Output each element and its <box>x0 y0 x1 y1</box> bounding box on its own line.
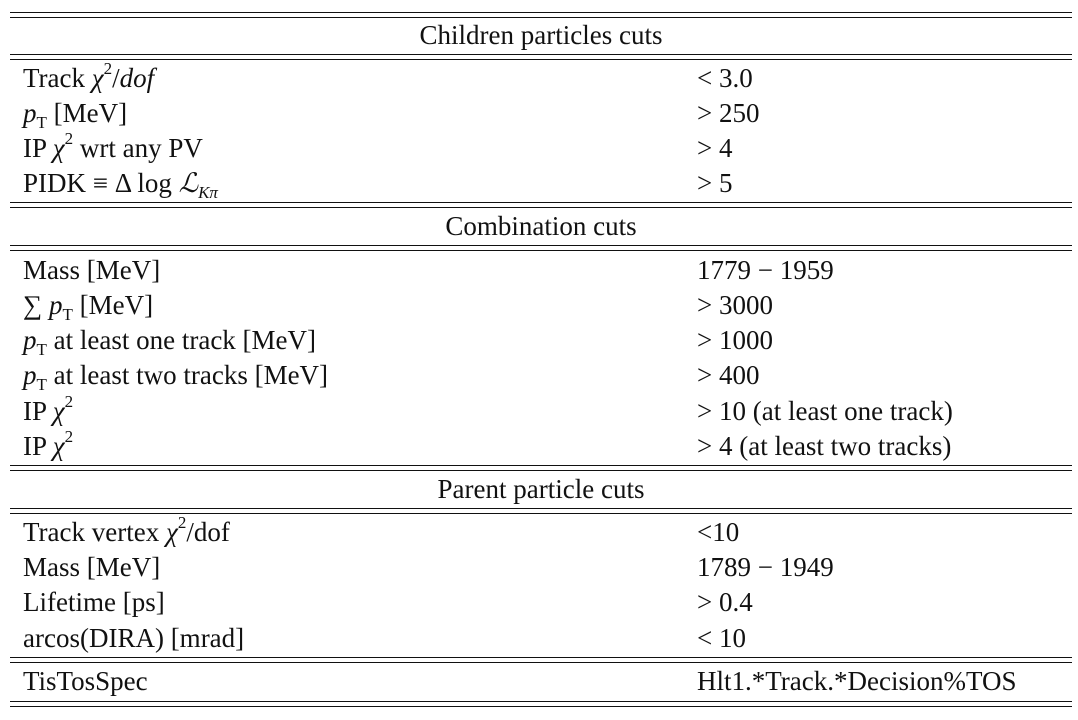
cell-tistosspec: TisTosSpec <box>23 666 148 696</box>
value-dira: < 10 <box>697 623 746 653</box>
cell-pt: pT [MeV] <box>23 98 128 132</box>
value-pidk: > 5 <box>697 168 733 198</box>
value-ip-chi2-pv: > 4 <box>697 133 733 163</box>
cell-dira: arcos(DIRA) [mrad] <box>23 623 245 653</box>
rule-s4-a <box>10 657 1072 658</box>
rule-s2-top-a <box>10 202 1072 203</box>
cell-ip-chi2-two: IP χ2 <box>23 427 74 461</box>
value-lifetime: > 0.4 <box>697 587 753 617</box>
value-mass-comb: 1779 − 1959 <box>697 255 834 285</box>
cell-vertex-chi2: Track vertex χ2/dof <box>23 513 230 547</box>
cell-pt-one-track: pT at least one track [MeV] <box>23 325 317 359</box>
cell-pt-two-tracks: pT at least two tracks [MeV] <box>23 360 329 394</box>
cell-mass-comb: Mass [MeV] <box>23 255 161 285</box>
top-rule-2 <box>10 17 1072 18</box>
value-ip-chi2-two: > 4 (at least two tracks) <box>697 431 952 461</box>
cell-ip-chi2-one: IP χ2 <box>23 392 74 426</box>
value-track-chi2-dof: < 3.0 <box>697 63 753 93</box>
value-ip-chi2-one: > 10 (at least one track) <box>697 396 953 426</box>
section-header-parent: Parent particle cuts <box>437 474 645 504</box>
cell-ip-chi2-pv: IP χ2 wrt any PV <box>23 129 203 163</box>
rule-s3-top-a <box>10 465 1072 466</box>
rule-s3-b <box>10 513 1072 514</box>
cell-pidk: PIDK ≡ Δ log ℒKπ <box>23 168 218 202</box>
value-pt: > 250 <box>697 98 760 128</box>
rule-s4-b <box>10 662 1072 663</box>
cell-sum-pt: ∑ pT [MeV] <box>23 290 154 324</box>
bottom-rule-2 <box>10 706 1072 707</box>
rule-s2-top-b <box>10 207 1072 208</box>
cell-mass-parent: Mass [MeV] <box>23 552 161 582</box>
rule-s3-a <box>10 508 1072 509</box>
value-sum-pt: > 3000 <box>697 290 773 320</box>
section-header-children: Children particles cuts <box>419 20 663 50</box>
rule-s1-b <box>10 59 1072 60</box>
cell-track-chi2-dof: Track χ2/dof <box>23 59 155 93</box>
bottom-rule <box>10 701 1072 702</box>
cell-lifetime: Lifetime [ps] <box>23 587 165 617</box>
section-header-combination: Combination cuts <box>445 211 637 241</box>
value-pt-two-tracks: > 400 <box>697 360 760 390</box>
cuts-table: Children particles cuts Track χ2/dof < 3… <box>10 0 1072 720</box>
value-tistosspec: Hlt1.*Track.*Decision%TOS <box>697 666 1017 696</box>
rule-s2-a <box>10 245 1072 246</box>
rule-s3-top-b <box>10 470 1072 471</box>
value-vertex-chi2: <10 <box>697 517 740 547</box>
rule-s1-a <box>10 54 1072 55</box>
value-pt-one-track: > 1000 <box>697 325 773 355</box>
rule-s2-b <box>10 250 1072 251</box>
top-rule <box>10 12 1072 13</box>
value-mass-parent: 1789 − 1949 <box>697 552 834 582</box>
